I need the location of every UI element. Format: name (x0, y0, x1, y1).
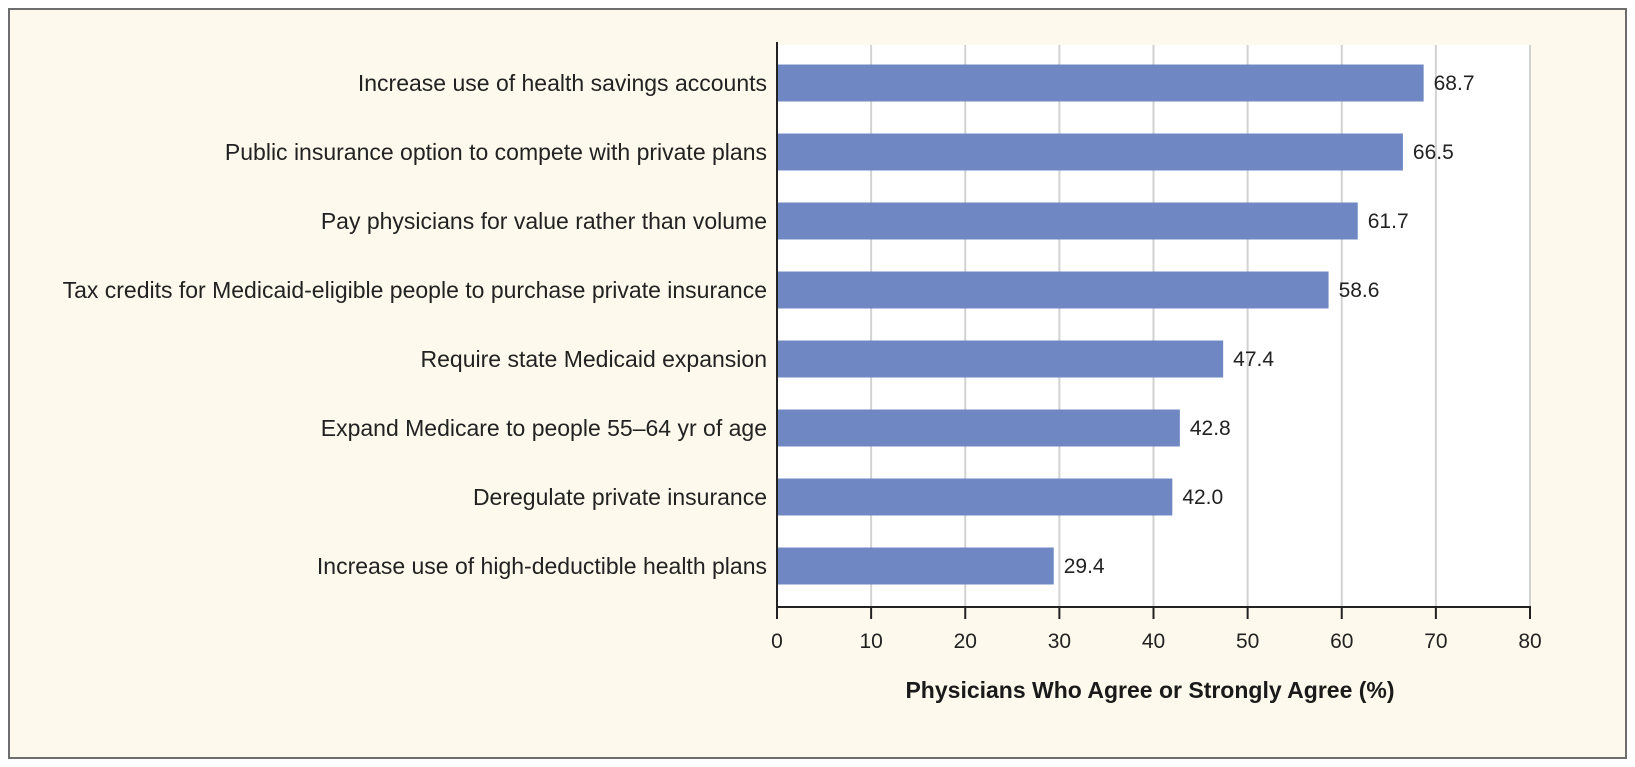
bar-value-label: 42.0 (1182, 486, 1223, 509)
bar (777, 409, 1180, 447)
bar-value-label: 42.8 (1190, 417, 1231, 440)
category-label: Require state Medicaid expansion (421, 346, 767, 372)
bar (777, 202, 1358, 240)
category-label: Expand Medicare to people 55–64 yr of ag… (321, 415, 767, 441)
x-tick-label: 60 (1330, 630, 1353, 653)
x-tick-label: 0 (771, 630, 783, 653)
x-axis-ticks: 0 10 20 30 40 50 60 70 80 (771, 607, 1542, 653)
bar-value-label: 29.4 (1064, 555, 1105, 578)
bar-value-label: 47.4 (1233, 348, 1274, 371)
bar-value-label: 68.7 (1434, 72, 1475, 95)
bar (777, 64, 1424, 102)
category-label: Increase use of high-deductible health p… (317, 553, 767, 579)
bar (777, 133, 1403, 171)
bar (777, 478, 1173, 516)
category-label: Tax credits for Medicaid-eligible people… (63, 277, 767, 303)
category-labels: Increase use of health savings accounts P… (63, 70, 767, 579)
bar-value-label: 58.6 (1339, 279, 1380, 302)
bar (777, 271, 1329, 309)
x-tick-label: 30 (1048, 630, 1071, 653)
bar-value-label: 61.7 (1368, 210, 1409, 233)
category-label: Public insurance option to compete with … (225, 139, 767, 165)
bars (777, 64, 1424, 585)
x-tick-label: 80 (1518, 630, 1541, 653)
bar-value-label: 66.5 (1413, 141, 1454, 164)
value-labels: 68.7 66.5 61.7 58.6 47.4 42.8 42.0 29.4 (1064, 72, 1475, 578)
category-label: Deregulate private insurance (473, 484, 767, 510)
category-label: Pay physicians for value rather than vol… (321, 208, 767, 234)
x-tick-label: 40 (1142, 630, 1165, 653)
bar (777, 547, 1054, 585)
x-tick-label: 20 (954, 630, 977, 653)
x-tick-label: 70 (1424, 630, 1447, 653)
x-tick-label: 10 (859, 630, 882, 653)
bar (777, 340, 1224, 378)
category-label: Increase use of health savings accounts (358, 70, 767, 96)
x-axis-title: Physicians Who Agree or Strongly Agree (… (905, 677, 1394, 703)
x-tick-label: 50 (1236, 630, 1259, 653)
